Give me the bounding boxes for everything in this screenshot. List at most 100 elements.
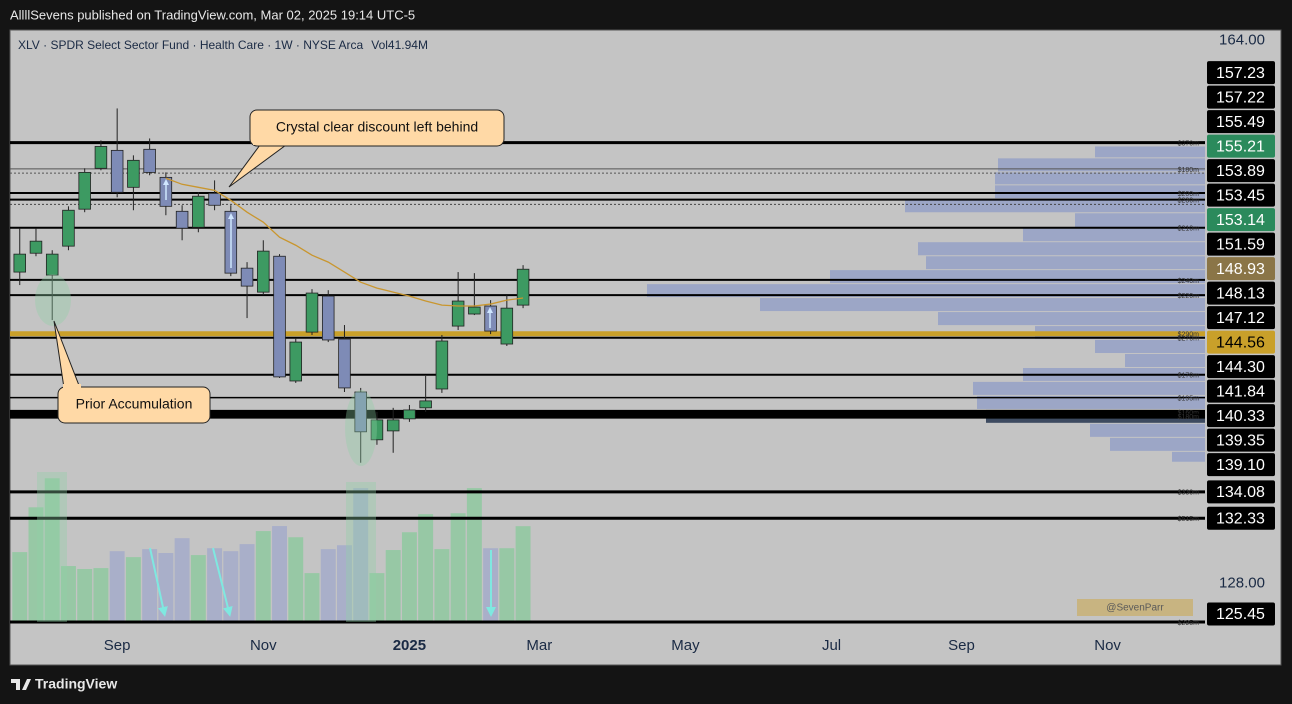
legend: XLV · SPDR Select Sector Fund · Health C… [18,38,428,52]
moving-average [165,177,524,307]
price-label: 153.89 [1216,163,1265,180]
arrow [149,547,168,617]
volume-bar [28,507,44,622]
x-tick-label: Sep [104,637,131,654]
price-label-bg [1207,379,1275,403]
profile-bar [830,270,1205,284]
price-label: 148.93 [1216,261,1265,278]
price-label: 144.56 [1216,334,1265,351]
level-tag: $230m [1178,198,1200,205]
candle-body [192,195,205,228]
volume-label: Vol41.94M [371,38,428,52]
level-tag: $180m [1178,414,1200,421]
price-label: 144.30 [1216,359,1265,376]
profile-bar [1023,228,1205,242]
candle-body [289,341,303,382]
profile-bar [973,381,1205,395]
profile-bar [1095,339,1205,353]
price-label: 157.23 [1216,65,1265,82]
x-tick-label: Mar [526,637,552,654]
highlight [35,274,71,326]
callout-join [253,138,289,145]
x-tick-label: Nov [1094,637,1121,654]
profile-bar [918,242,1205,256]
profile-bar [1095,146,1205,158]
candle-body [273,255,286,378]
candle-body [175,210,189,229]
profile-bar [905,199,1205,213]
highlight [37,472,67,622]
x-tick-label: 2025 [393,637,426,654]
logo: TradingView [11,676,117,692]
volume-bar [77,568,93,622]
level-tag: $295m [1178,620,1200,627]
level-tag: $270m [1178,336,1200,343]
volume-bar [239,544,255,622]
level-tag: $210m [1178,226,1200,233]
price-label-bg [1207,159,1275,183]
candle-body [338,338,351,389]
x-tick-label: May [671,637,700,654]
annotation: Crystal clear discount left behind [276,119,478,135]
price-label-bg [1207,453,1275,477]
x-tick-label: Nov [250,637,277,654]
price-label: 147.12 [1216,310,1265,327]
profile-bar [926,256,1205,270]
price-label: 125.45 [1216,606,1265,623]
price-label: 139.10 [1216,457,1265,474]
highlight [345,390,377,466]
price-label-bg [1207,134,1275,158]
price-label-bg [1207,85,1275,109]
candle-body [110,149,124,193]
volume-bar [337,545,352,622]
candle-body [370,419,384,441]
annotation: Prior Accumulation [76,396,193,412]
price-label: 151.59 [1216,236,1265,253]
price-label: 141.84 [1216,383,1265,400]
volume-bar [174,538,190,622]
profile-bar [995,185,1205,199]
price-label: 155.21 [1216,138,1265,155]
candle-body [127,159,140,188]
volume-bar [385,550,401,622]
level-tag: $290m [1178,332,1200,339]
candle-body [321,295,335,341]
price-label: 132.33 [1216,510,1265,527]
volume-bar [369,573,385,622]
callout [249,109,505,147]
price-label: 139.35 [1216,432,1265,449]
candle-body [78,171,91,210]
price-label-bg [1207,355,1275,379]
price-label: 140.33 [1216,408,1265,425]
callout [57,386,211,424]
candle-body [468,306,481,315]
level-tag: $170m [1178,373,1200,380]
candle-body [240,267,254,287]
level-tag: $220m [1178,293,1200,300]
candle-body [403,409,416,420]
volume-bar [158,553,174,622]
candle-body [354,391,367,433]
volume-bar [142,549,158,622]
footer: TradingView [35,676,117,692]
watermark-box [1077,599,1193,616]
logo-icon [11,679,31,690]
price-label-bg [1207,257,1275,281]
price-label-bg [1207,602,1275,626]
price-label-bg [1207,208,1275,232]
x-tick-label: Jul [822,637,841,654]
price-label-bg [1207,232,1275,256]
volume-bar [304,573,320,622]
level-tag: $330m [1178,490,1200,497]
price-label-bg [1207,428,1275,452]
highlight [346,482,376,622]
candle-body [305,292,319,333]
candle-body [13,253,26,273]
price-label: 157.22 [1216,89,1265,106]
price-label: 134.08 [1216,484,1265,501]
price-label-bg [1207,480,1275,504]
header: AllllSevens published on TradingView.com… [10,7,415,22]
profile-bar [938,312,1205,326]
overlay: Crystal clear discount left behind Prior… [18,38,1193,622]
